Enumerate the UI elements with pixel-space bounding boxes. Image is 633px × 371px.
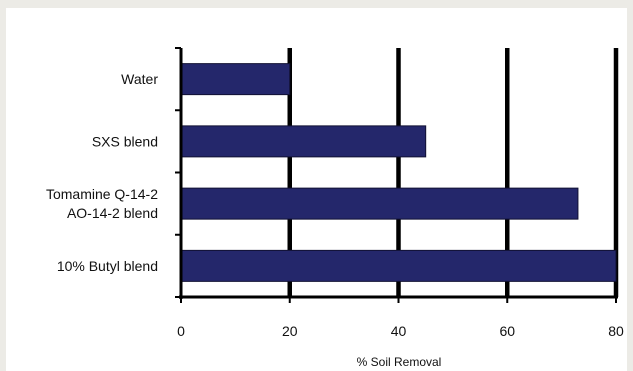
bar-3 — [180, 249, 617, 282]
category-label-1: SXS blend — [92, 133, 158, 149]
bar-2 — [180, 187, 579, 220]
bar-0 — [180, 63, 291, 96]
x-tick-label-40: 40 — [391, 323, 407, 339]
x-tick-label-80: 80 — [608, 323, 624, 339]
bar-1 — [180, 125, 427, 158]
category-label-0: Water — [121, 71, 158, 87]
labels: 0 20 40 60 80 Water SXS blend Tomamine Q-14-2 AO… — [46, 71, 624, 339]
axes — [175, 47, 618, 303]
category-label-3: 10% Butyl blend — [57, 258, 158, 274]
x-tick-label-60: 60 — [499, 323, 515, 339]
x-axis-title: % Soil Removal — [357, 355, 442, 369]
x-tick-label-20: 20 — [282, 323, 298, 339]
category-label-2: Tomamine Q-14-2 AO-14-2 blend — [46, 186, 158, 221]
x-tick-label-0: 0 — [177, 323, 185, 339]
bars — [180, 63, 617, 282]
